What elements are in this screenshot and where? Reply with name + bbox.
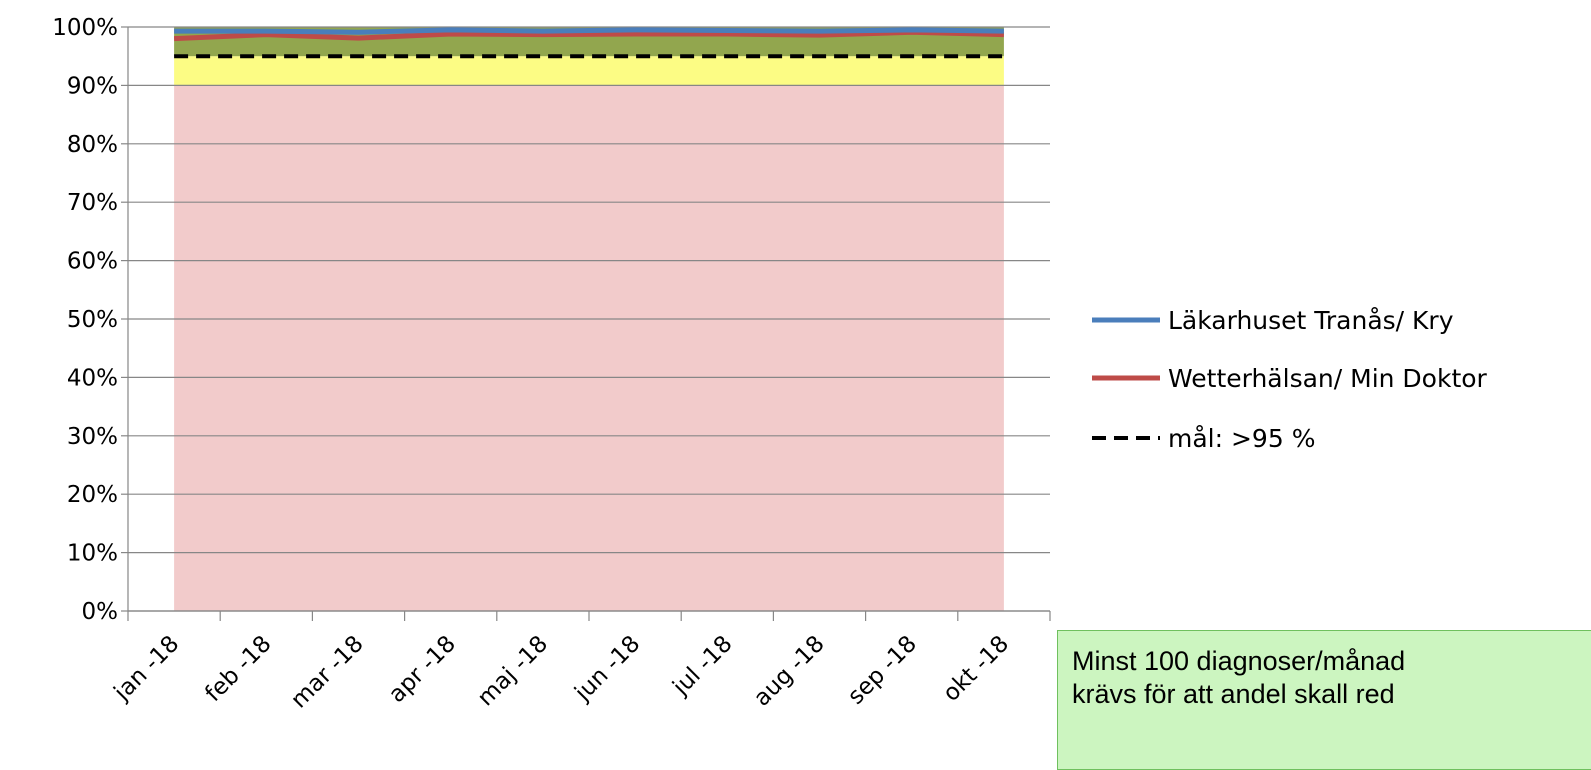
x-tick-label: jul -18 [667,631,737,701]
y-tick-label: 100% [52,15,118,41]
y-tick-label: 50% [67,307,118,333]
line-chart: 0% 10% 20% 30% 40% 50% 60% 70% 80% 90% 100% jan -18… [52,15,1488,714]
note-box: Minst 100 diagnoser/månad krävs för att … [1057,630,1591,770]
y-tick-label: 30% [67,424,118,450]
x-tick-label: maj -18 [473,631,553,711]
legend-label-2: mål: >95 % [1168,424,1315,453]
y-tick-label: 90% [67,73,118,99]
legend-label-1: Wetterhälsan/ Min Doktor [1168,364,1488,393]
series-line-0 [174,27,1004,35]
y-tick-label: 60% [67,249,118,275]
note-line-1: Minst 100 diagnoser/månad [1072,646,1406,676]
y-tick-label: 10% [67,541,118,567]
note-line-2: krävs för att andel skall red [1072,679,1395,709]
band-1 [174,56,1004,86]
x-tick-label: mar -18 [286,631,369,714]
x-tick-label: sep -18 [843,631,922,710]
y-tick-label: 0% [82,599,119,625]
x-tick-label: apr -18 [384,631,461,708]
x-tick-label: feb -18 [200,631,276,707]
x-tick-label: jun -18 [569,631,645,707]
chart: 0% 10% 20% 30% 40% 50% 60% 70% 80% 90% 100% jan -18… [52,15,1488,714]
y-tick-label: 70% [67,190,118,216]
x-tick-label: jan -18 [109,631,185,707]
series-line-1 [173,29,1004,42]
y-tick-label: 80% [67,132,118,158]
legend-label-0: Läkarhuset Tranås/ Kry [1168,306,1454,335]
x-tick-label: okt -18 [938,631,1014,707]
y-tick-label: 40% [67,365,118,391]
band-0 [174,85,1004,611]
y-tick-label: 20% [67,482,118,508]
x-tick-label: aug -18 [749,631,830,712]
